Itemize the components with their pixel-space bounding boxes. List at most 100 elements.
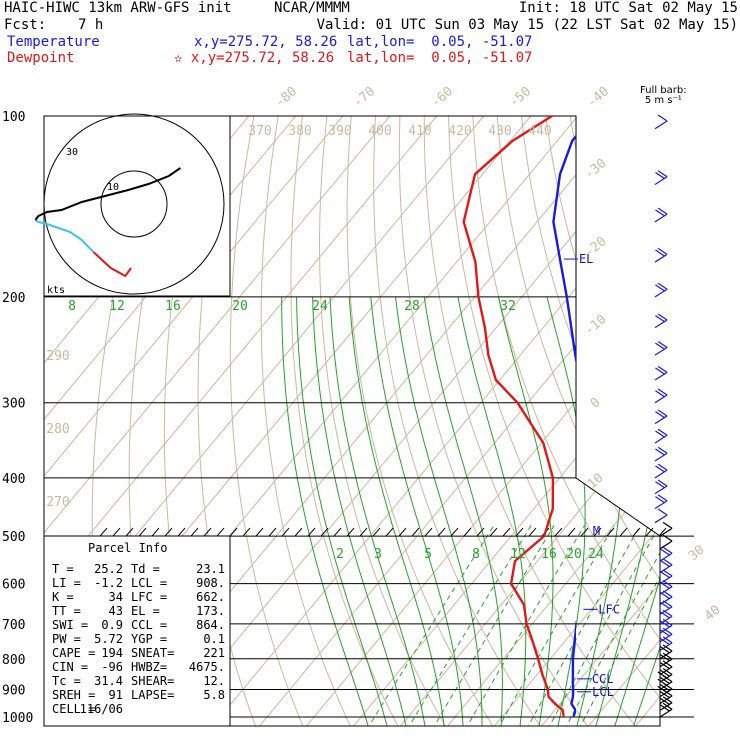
theta-label: 430 bbox=[488, 124, 511, 139]
fcst-value: 7 h bbox=[78, 17, 104, 33]
hodograph-trace-high bbox=[34, 167, 181, 221]
wind-barb-staff bbox=[654, 469, 668, 479]
isotherm-right-label: -10 bbox=[582, 312, 610, 339]
parcel-info-title: Parcel Info bbox=[88, 541, 167, 555]
hatch-mark bbox=[333, 527, 342, 537]
theta-side-label: 270 bbox=[46, 495, 69, 510]
wind-barb-flag bbox=[655, 411, 665, 419]
org-label: NCAR/MMMM bbox=[274, 0, 350, 16]
hatch-mark bbox=[450, 527, 459, 537]
parcel-level-label: LCL bbox=[592, 685, 614, 699]
wind-barb-staff bbox=[654, 213, 668, 223]
wind-barb-flag bbox=[657, 409, 668, 417]
hodograph-outer-ring bbox=[43, 113, 225, 295]
parcel-info-value: 221 bbox=[203, 646, 225, 660]
dry-adiabat-line bbox=[398, 116, 591, 726]
wind-barb-flag bbox=[662, 689, 673, 697]
dry-adiabat-line bbox=[373, 116, 544, 726]
dry-adiabat-line bbox=[423, 116, 639, 726]
wind-barb-staff bbox=[659, 688, 673, 698]
mixing-ratio-line bbox=[564, 525, 660, 726]
hodograph-trace-low bbox=[92, 251, 132, 278]
mixing-ratio-label: 20 bbox=[566, 547, 582, 562]
wind-barb-flag bbox=[660, 646, 670, 654]
wind-barb-flag bbox=[662, 682, 673, 690]
hatch-mark bbox=[632, 527, 641, 537]
wind-barb-flag bbox=[660, 676, 670, 684]
sounding-profiles bbox=[462, 116, 576, 718]
parcel-info-key: LFC = bbox=[131, 590, 167, 604]
mixing-ratio-label: 16 bbox=[165, 299, 181, 314]
mixing-ratio-label: 12 bbox=[109, 299, 125, 314]
wind-barb-flag bbox=[657, 365, 668, 373]
wind-barb-flag bbox=[662, 546, 673, 554]
wind-barb-staff bbox=[654, 514, 668, 524]
wind-barb-staff bbox=[659, 540, 673, 550]
wind-barb-flag bbox=[655, 315, 665, 323]
hodograph: 10 30 kts bbox=[34, 113, 231, 297]
isotherm-right-label: -30 bbox=[582, 156, 610, 183]
isotherm-lower-right-label: 40 bbox=[702, 603, 724, 625]
wind-barb-flag bbox=[662, 644, 673, 652]
dry-adiabat-line bbox=[569, 116, 660, 726]
temperature-profile bbox=[552, 134, 576, 718]
parcel-info-value: 12. bbox=[203, 674, 225, 688]
isotherm-line bbox=[303, 116, 660, 726]
parcel-info-key: LI = bbox=[52, 576, 81, 590]
mixing-ratio-line bbox=[431, 525, 555, 726]
parcel-info-key: K = bbox=[52, 590, 74, 604]
isotherm-lower-right-label: 30 bbox=[686, 543, 708, 565]
wind-barb-flag bbox=[655, 209, 665, 217]
hatch-mark bbox=[281, 527, 290, 537]
parcel-info-panel bbox=[43, 535, 231, 727]
hatch-mark bbox=[593, 527, 602, 537]
hatch-mark bbox=[476, 527, 485, 537]
parcel-info-value: 43 bbox=[109, 604, 123, 618]
wind-barb-flag bbox=[655, 465, 665, 473]
pressure-label: 700 bbox=[2, 618, 25, 633]
wind-barb-flag bbox=[657, 388, 668, 396]
wind-barb-flag bbox=[660, 548, 670, 556]
wind-barb-flag bbox=[662, 667, 673, 675]
wind-barb-flag bbox=[660, 697, 670, 705]
wind-barb-staff bbox=[659, 695, 673, 705]
parcel-info-value: 23.1 bbox=[196, 562, 225, 576]
wind-barb-flag bbox=[660, 662, 670, 670]
hatch-mark bbox=[203, 527, 212, 537]
wind-barb-flag bbox=[657, 446, 668, 454]
hatch-mark bbox=[112, 527, 121, 537]
moist-adiabat-line bbox=[457, 296, 527, 726]
hatch-mark bbox=[164, 527, 173, 537]
theta-label: 390 bbox=[328, 124, 351, 139]
parcel-info-key: HWBZ= bbox=[131, 660, 167, 674]
wind-barb-flag bbox=[657, 282, 668, 290]
hatch-mark bbox=[99, 527, 108, 537]
pressure-label: 900 bbox=[2, 683, 25, 698]
isotherm-line bbox=[726, 116, 740, 730]
hatch-mark bbox=[359, 527, 368, 537]
parcel-level-label: LFC bbox=[598, 602, 620, 616]
wind-barb-staff bbox=[659, 615, 673, 625]
parcel-info-value: 864. bbox=[196, 618, 225, 632]
wind-barb-flag bbox=[662, 675, 673, 683]
wind-barb-staff bbox=[659, 708, 673, 718]
wind-barb-flag bbox=[660, 611, 670, 619]
theta-label: 400 bbox=[368, 124, 391, 139]
hatch-mark bbox=[190, 527, 199, 537]
hatch-mark bbox=[619, 527, 628, 537]
mixing-ratio-label: 20 bbox=[232, 299, 248, 314]
parcel-info-key: SHEAR= bbox=[131, 674, 174, 688]
parcel-info-key: LCL = bbox=[131, 576, 167, 590]
barb-legend-title: Full barb: bbox=[640, 85, 687, 96]
wind-barb-staff bbox=[654, 346, 668, 356]
hatch-mark bbox=[502, 527, 511, 537]
hatch-mark bbox=[528, 527, 537, 537]
wind-barb-flag bbox=[660, 629, 670, 637]
wind-barb-staff bbox=[654, 371, 668, 381]
hatch-mark bbox=[229, 527, 238, 537]
hatch-mark bbox=[307, 527, 316, 537]
mixing-ratio-line bbox=[578, 525, 660, 726]
dewpoint-legend: Dewpoint bbox=[7, 50, 75, 66]
moist-adiabat-line bbox=[296, 296, 389, 726]
